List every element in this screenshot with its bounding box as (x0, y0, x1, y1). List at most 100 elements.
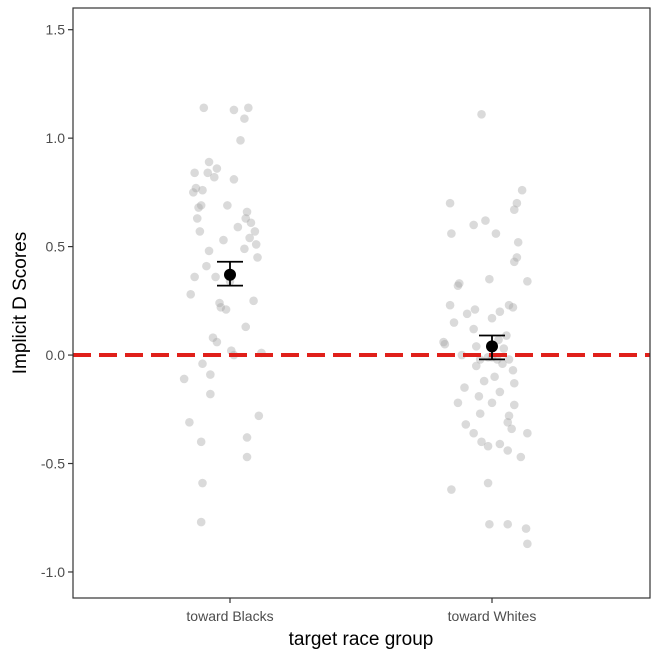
x-axis: toward Blacks toward Whites (186, 598, 536, 624)
y-tick-label: -1.0 (41, 564, 65, 580)
data-point (196, 201, 206, 210)
data-point (241, 214, 251, 223)
data-point (244, 103, 253, 113)
panel-border (72, 7, 651, 599)
y-tick-label: 0.0 (46, 347, 66, 363)
data-point (191, 183, 201, 193)
data-point (517, 185, 527, 195)
data-point (490, 372, 499, 382)
data-point (198, 478, 207, 488)
data-point (483, 441, 493, 451)
data-point (241, 322, 251, 332)
data-point (474, 391, 484, 401)
y-tick-label: 1.0 (46, 130, 66, 146)
data-point (504, 300, 514, 310)
data-point (445, 198, 455, 208)
data-point (212, 337, 222, 347)
data-point (221, 305, 231, 314)
data-point (477, 437, 486, 447)
summary-layer (217, 260, 505, 361)
y-axis-title: Implicit D Scores (10, 232, 31, 375)
data-point (471, 361, 481, 371)
data-point (461, 420, 471, 429)
data-point (469, 428, 478, 438)
data-point (206, 370, 215, 379)
data-point (212, 164, 222, 173)
data-point (521, 524, 531, 533)
data-point (509, 257, 519, 267)
x-tick-label: toward Whites (448, 608, 537, 624)
data-point (242, 452, 252, 462)
data-point (499, 344, 509, 353)
data-point (469, 324, 478, 334)
data-point (479, 376, 489, 386)
data-point (198, 359, 207, 369)
data-point (470, 305, 480, 314)
data-point (512, 253, 522, 262)
mean-point (486, 340, 498, 353)
data-point (208, 333, 218, 343)
data-point (211, 272, 220, 282)
data-point (509, 205, 519, 215)
data-point (190, 272, 199, 282)
data-point (196, 517, 206, 527)
data-point (449, 318, 459, 327)
data-point (495, 387, 505, 397)
data-point (462, 309, 472, 319)
data-point (198, 185, 207, 195)
data-point (192, 214, 202, 223)
data-point (509, 400, 519, 410)
data-point (186, 290, 195, 299)
x-axis-title: target race group (289, 629, 434, 650)
y-tick-label: 1.5 (46, 22, 66, 38)
data-point (487, 313, 497, 323)
data-point (194, 203, 203, 212)
data-point (495, 307, 505, 316)
data-point (199, 103, 209, 113)
data-point (509, 378, 519, 388)
data-point (253, 253, 262, 262)
data-point (227, 346, 236, 356)
data-point (460, 383, 469, 392)
data-point (491, 229, 501, 238)
data-point (481, 216, 490, 225)
data-point (245, 233, 254, 243)
data-point (242, 433, 252, 442)
data-point (215, 298, 224, 308)
data-point (242, 207, 252, 217)
data-point (447, 229, 456, 238)
data-point (454, 279, 464, 288)
data-point (236, 136, 245, 145)
data-point (204, 157, 214, 167)
data-point (202, 261, 211, 271)
data-point (251, 240, 261, 249)
data-point (453, 281, 463, 290)
data-point (206, 389, 215, 399)
y-axis: 1.5 1.0 0.5 0.0 -0.5 -1.0 (41, 22, 73, 580)
data-point (249, 296, 258, 306)
data-point (469, 220, 478, 230)
data-point (216, 303, 226, 312)
data-point (185, 418, 194, 427)
data-point (229, 175, 239, 184)
data-point (523, 539, 532, 549)
data-point (229, 105, 239, 115)
data-point (240, 244, 249, 254)
data-point (190, 168, 199, 178)
data-point (223, 201, 232, 210)
data-point (485, 519, 494, 529)
data-point (203, 168, 213, 178)
data-point (507, 424, 516, 434)
data-point (246, 218, 256, 228)
data-point (195, 227, 205, 236)
data-point (503, 519, 513, 529)
data-point (485, 274, 494, 284)
data-point (487, 398, 497, 408)
data-point (439, 337, 448, 347)
data-point (523, 277, 532, 286)
data-point (254, 411, 264, 421)
data-point (494, 335, 503, 345)
data-point (209, 172, 219, 182)
data-point (504, 411, 514, 421)
data-point (204, 246, 214, 256)
